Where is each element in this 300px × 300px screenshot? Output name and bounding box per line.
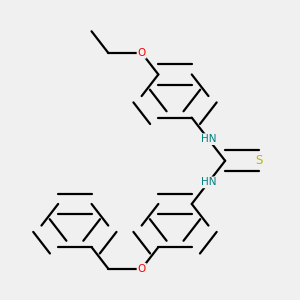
Text: O: O: [137, 264, 146, 274]
Text: O: O: [137, 48, 146, 58]
Text: HN: HN: [201, 177, 216, 188]
Text: HN: HN: [201, 134, 216, 144]
Text: S: S: [255, 154, 262, 167]
